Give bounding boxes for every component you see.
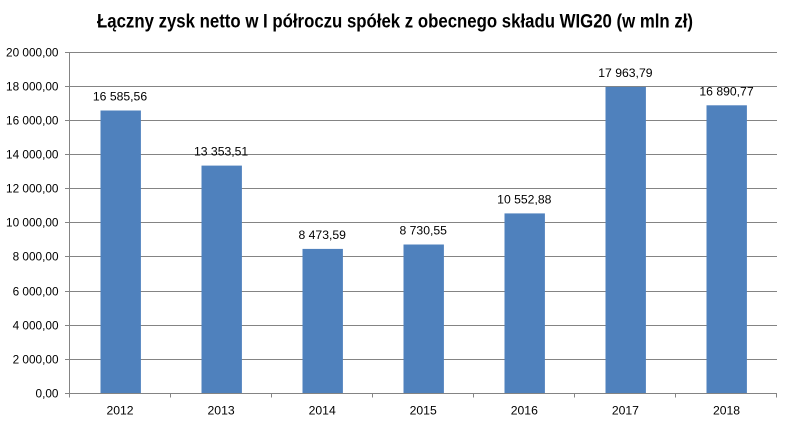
svg-text:0,00: 0,00 bbox=[36, 387, 59, 401]
svg-text:2012: 2012 bbox=[106, 404, 133, 418]
svg-text:10 552,88: 10 552,88 bbox=[497, 192, 551, 206]
svg-text:6 000,00: 6 000,00 bbox=[13, 285, 59, 299]
svg-text:16 585,56: 16 585,56 bbox=[93, 90, 147, 104]
svg-text:2017: 2017 bbox=[612, 404, 639, 418]
svg-text:2016: 2016 bbox=[511, 404, 538, 418]
svg-text:2018: 2018 bbox=[713, 404, 740, 418]
svg-text:16 890,77: 16 890,77 bbox=[699, 84, 753, 98]
svg-text:2015: 2015 bbox=[410, 404, 437, 418]
svg-text:2013: 2013 bbox=[208, 404, 235, 418]
svg-text:13 353,51: 13 353,51 bbox=[194, 145, 248, 159]
svg-text:2014: 2014 bbox=[309, 404, 336, 418]
svg-text:17 963,79: 17 963,79 bbox=[598, 66, 652, 80]
svg-text:20 000,00: 20 000,00 bbox=[6, 46, 59, 60]
svg-text:8 473,59: 8 473,59 bbox=[298, 228, 346, 242]
svg-text:4 000,00: 4 000,00 bbox=[13, 319, 59, 333]
svg-text:18 000,00: 18 000,00 bbox=[6, 80, 59, 94]
svg-text:2 000,00: 2 000,00 bbox=[13, 353, 59, 367]
svg-text:Łączny zysk netto w I półroczu: Łączny zysk netto w I półroczu spółek z … bbox=[97, 12, 693, 33]
svg-text:12 000,00: 12 000,00 bbox=[6, 182, 59, 196]
svg-text:14 000,00: 14 000,00 bbox=[6, 148, 59, 162]
svg-text:8 000,00: 8 000,00 bbox=[13, 250, 59, 264]
svg-text:10 000,00: 10 000,00 bbox=[6, 216, 59, 230]
svg-text:8 730,55: 8 730,55 bbox=[399, 224, 447, 238]
svg-text:16 000,00: 16 000,00 bbox=[6, 114, 59, 128]
